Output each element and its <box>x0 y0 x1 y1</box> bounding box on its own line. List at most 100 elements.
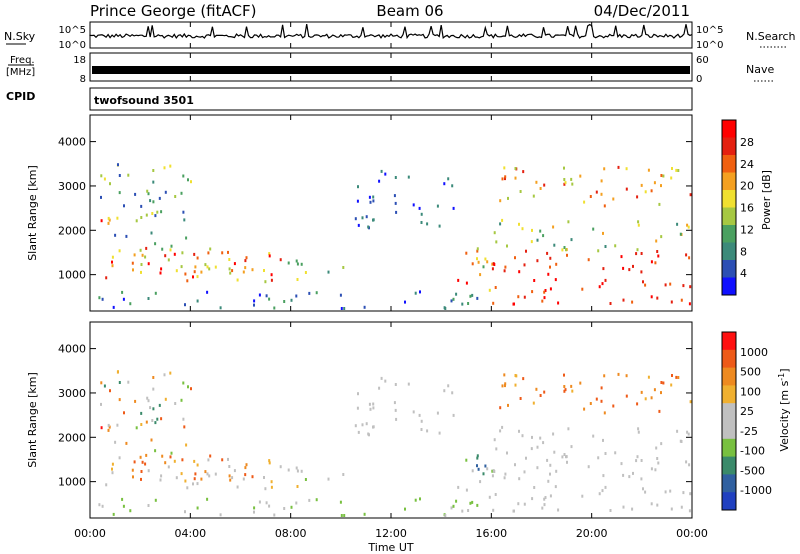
power-cell <box>571 182 574 186</box>
velocity-cell <box>244 466 247 470</box>
power-cell <box>581 287 584 291</box>
velocity-cell <box>563 385 566 388</box>
velocity-cell <box>196 463 199 467</box>
velocity-cell <box>419 497 421 501</box>
velocity-cell <box>452 504 455 508</box>
power-cell <box>504 177 506 181</box>
velocity-cell <box>564 388 567 392</box>
power-cell <box>100 219 103 223</box>
power-cell <box>565 248 567 252</box>
power-cell <box>447 177 450 181</box>
power-cell <box>503 269 506 273</box>
velocity-cell <box>200 477 203 481</box>
freq-tick-bottom: 8 <box>80 74 86 85</box>
velocity-cell <box>452 413 455 417</box>
velocity-cell <box>561 455 564 459</box>
velocity-cell <box>372 402 375 406</box>
power-colorbar-swatch <box>722 155 736 173</box>
freq-label-top: Freq. <box>10 55 35 66</box>
power-cell <box>121 290 124 294</box>
velocity-cell <box>495 447 498 451</box>
power-cell <box>129 302 132 306</box>
velocity-cell <box>159 478 162 482</box>
velocity-cell <box>499 406 502 410</box>
velocity-cell <box>147 399 150 403</box>
power-cell <box>380 169 383 173</box>
velocity-cell <box>533 486 536 489</box>
velocity-cell <box>612 404 615 408</box>
velocity-cell <box>228 474 231 478</box>
power-cell <box>221 251 224 255</box>
velocity-colorbar-swatch <box>722 438 736 458</box>
velocity-cell <box>523 502 526 506</box>
frequency-band <box>92 66 690 74</box>
velocity-cell <box>543 503 546 507</box>
velocity-cell <box>676 429 679 433</box>
velocity-colorbar-swatch <box>722 492 736 511</box>
power-cell <box>163 166 166 170</box>
y-tick-label: 1000 <box>58 269 86 282</box>
velocity-cell <box>603 374 606 378</box>
velocity-cell <box>686 430 689 434</box>
power-cell <box>662 174 665 178</box>
power-cell <box>200 270 203 274</box>
power-cell <box>547 272 550 276</box>
power-cell <box>393 194 396 198</box>
velocity-cell <box>174 402 177 405</box>
power-cell <box>363 305 366 309</box>
noise-right-tick-bottom: 10^0 <box>696 40 723 51</box>
power-cell <box>154 242 157 246</box>
power-cell <box>419 290 421 294</box>
power-cell <box>170 244 173 248</box>
x-tick-label: 16:00 <box>475 527 507 540</box>
velocity-cell <box>418 413 421 417</box>
velocity-cell <box>644 490 647 494</box>
velocity-colorbar-tick: 500 <box>740 366 761 379</box>
power-cell <box>327 270 330 274</box>
power-cell <box>404 300 406 304</box>
velocity-colorbar-label: Velocity [m s-1] <box>777 368 791 451</box>
power-cell <box>465 281 468 285</box>
velocity-cell <box>592 434 595 438</box>
power-colorbar-swatch <box>722 207 736 226</box>
power-cell <box>279 258 282 262</box>
power-cell <box>689 285 692 289</box>
velocity-cell <box>504 472 507 476</box>
power-colorbar-tick: 4 <box>740 267 747 280</box>
velocity-cell <box>598 492 601 496</box>
velocity-cell <box>273 513 276 517</box>
power-cell <box>506 244 508 248</box>
power-cell <box>339 293 342 297</box>
velocity-cell <box>107 428 110 432</box>
power-cell <box>295 259 298 263</box>
velocity-cell <box>367 432 370 436</box>
velocity-cell <box>183 425 186 429</box>
velocity-colorbar-tick: 25 <box>740 405 754 418</box>
power-cell <box>242 270 245 274</box>
velocity-cell <box>208 474 211 478</box>
power-cell <box>597 249 600 253</box>
power-cell <box>273 306 276 310</box>
power-cell <box>617 165 620 169</box>
power-cell <box>98 296 101 300</box>
power-cell <box>642 280 644 284</box>
velocity-panel: 1000 2000 3000 4000 Slant Range [km] 1000 50… <box>26 321 791 519</box>
velocity-cell <box>265 501 268 505</box>
power-cell <box>219 306 222 310</box>
power-cell <box>231 269 234 273</box>
velocity-cell <box>640 390 643 394</box>
velocity-cell <box>635 459 638 463</box>
velocity-cell <box>245 463 248 467</box>
cpid-label: CPID <box>6 90 35 103</box>
velocity-cell <box>206 472 209 476</box>
power-cell <box>236 278 239 282</box>
velocity-cell <box>539 436 542 440</box>
velocity-cell <box>644 397 647 401</box>
power-cell <box>514 256 516 260</box>
velocity-cell <box>394 408 397 412</box>
power-cell <box>660 174 663 177</box>
velocity-cell <box>180 472 183 476</box>
velocity-cell <box>507 403 509 407</box>
power-cell <box>685 253 688 257</box>
power-cell <box>632 264 634 268</box>
